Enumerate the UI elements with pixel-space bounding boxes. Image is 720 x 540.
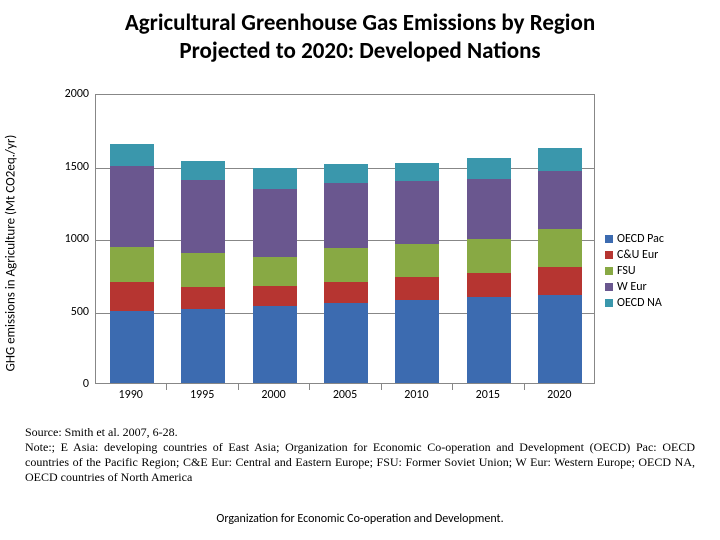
source-note: Source: Smith et al. 2007, 6-28. Note:; … (25, 425, 695, 485)
x-separator (381, 384, 382, 390)
bar-group (538, 148, 582, 383)
bar-segment-cu_eur (253, 286, 297, 306)
bar-segment-oecd_na (324, 164, 368, 183)
y-axis-label: GHG emissions in Agriculture (Mt CO2eq./… (4, 134, 19, 371)
bar-segment-oecd_pac (110, 311, 154, 384)
bar-segment-cu_eur (181, 287, 225, 309)
bar-segment-w_eur (181, 180, 225, 253)
x-separator (238, 384, 239, 390)
y-tick-label: 1500 (65, 160, 89, 174)
bar-segment-w_eur (467, 179, 511, 240)
bar-segment-fsu (181, 253, 225, 288)
bar-group (110, 144, 154, 383)
y-tick-label: 2000 (65, 87, 89, 101)
legend: OECD Pac C&U Eur FSU W Eur OECD NA (605, 230, 664, 311)
x-separator (166, 384, 167, 390)
bar-segment-fsu (110, 247, 154, 282)
x-tick-label: 2005 (333, 388, 357, 402)
bar-segment-fsu (538, 229, 582, 267)
legend-swatch (605, 299, 613, 307)
title-line-2: Projected to 2020: Developed Nations (179, 37, 540, 65)
legend-swatch (605, 283, 613, 291)
x-tick-label: 1990 (119, 388, 143, 402)
chart-title: Agricultural Greenhouse Gas Emissions by… (0, 10, 720, 65)
plot-area (95, 94, 595, 384)
bar-segment-fsu (253, 257, 297, 286)
legend-item-w_eur: W Eur (605, 279, 664, 294)
bar-segment-fsu (467, 239, 511, 272)
x-separator (452, 384, 453, 390)
title-line-1: Agricultural Greenhouse Gas Emissions by… (125, 9, 595, 37)
legend-swatch (605, 251, 613, 259)
x-tick-label: 2010 (404, 388, 428, 402)
bar-segment-oecd_na (110, 144, 154, 166)
bar-segment-fsu (395, 244, 439, 277)
note-line: Note:; E Asia: developing countries of E… (25, 440, 695, 484)
legend-swatch (605, 235, 613, 243)
bar-segment-oecd_na (181, 161, 225, 180)
bar-segment-cu_eur (538, 267, 582, 295)
x-tick-label: 2015 (476, 388, 500, 402)
bar-segment-oecd_pac (538, 295, 582, 383)
bar-segment-oecd_pac (467, 297, 511, 383)
x-tick-label: 2020 (547, 388, 571, 402)
bar-group (467, 158, 511, 383)
bar-segment-w_eur (324, 183, 368, 248)
bar-segment-oecd_na (538, 148, 582, 171)
legend-item-fsu: FSU (605, 263, 664, 278)
bar-group (253, 168, 297, 383)
x-tick-label: 2000 (261, 388, 285, 402)
bar-segment-oecd_na (467, 158, 511, 178)
bar-segment-cu_eur (110, 282, 154, 311)
bar-group (395, 163, 439, 383)
bar-group (324, 164, 368, 383)
legend-label: FSU (617, 264, 636, 278)
chart: GHG emissions in Agriculture (Mt CO2eq./… (25, 90, 695, 415)
bar-segment-oecd_na (395, 163, 439, 182)
legend-label: OECD Pac (617, 232, 664, 246)
y-tick-label: 1000 (65, 232, 89, 246)
bar-segment-oecd_pac (324, 303, 368, 383)
bar-segment-w_eur (538, 171, 582, 229)
legend-label: OECD NA (617, 296, 662, 310)
bar-segment-w_eur (110, 166, 154, 247)
legend-label: C&U Eur (617, 248, 658, 262)
bar-segment-cu_eur (467, 273, 511, 298)
bar-segment-oecd_na (253, 168, 297, 188)
bar-segment-oecd_pac (395, 300, 439, 383)
legend-item-cu_eur: C&U Eur (605, 247, 664, 262)
bar-segment-cu_eur (324, 282, 368, 304)
y-tick-label: 500 (71, 305, 89, 319)
bar-segment-cu_eur (395, 277, 439, 300)
source-line: Source: Smith et al. 2007, 6-28. (25, 425, 178, 439)
bar-segment-oecd_pac (253, 306, 297, 383)
y-tick-labels: 0500100015002000 (55, 94, 89, 384)
bar-group (181, 161, 225, 383)
bar-segment-oecd_pac (181, 309, 225, 383)
bar-segment-w_eur (395, 181, 439, 243)
bar-segment-w_eur (253, 189, 297, 257)
x-tick-label: 1995 (190, 388, 214, 402)
y-tick-label: 0 (83, 377, 89, 391)
legend-item-oecd_pac: OECD Pac (605, 231, 664, 246)
slide: Agricultural Greenhouse Gas Emissions by… (0, 0, 720, 540)
x-separator (309, 384, 310, 390)
footer-text: Organization for Economic Co-operation a… (0, 512, 720, 526)
x-tick-labels: 1990 1995 2000 2005 2010 2015 2020 (95, 388, 595, 406)
legend-swatch (605, 267, 613, 275)
legend-label: W Eur (617, 280, 647, 294)
bar-segment-fsu (324, 248, 368, 281)
x-separator (524, 384, 525, 390)
legend-item-oecd_na: OECD NA (605, 295, 664, 310)
